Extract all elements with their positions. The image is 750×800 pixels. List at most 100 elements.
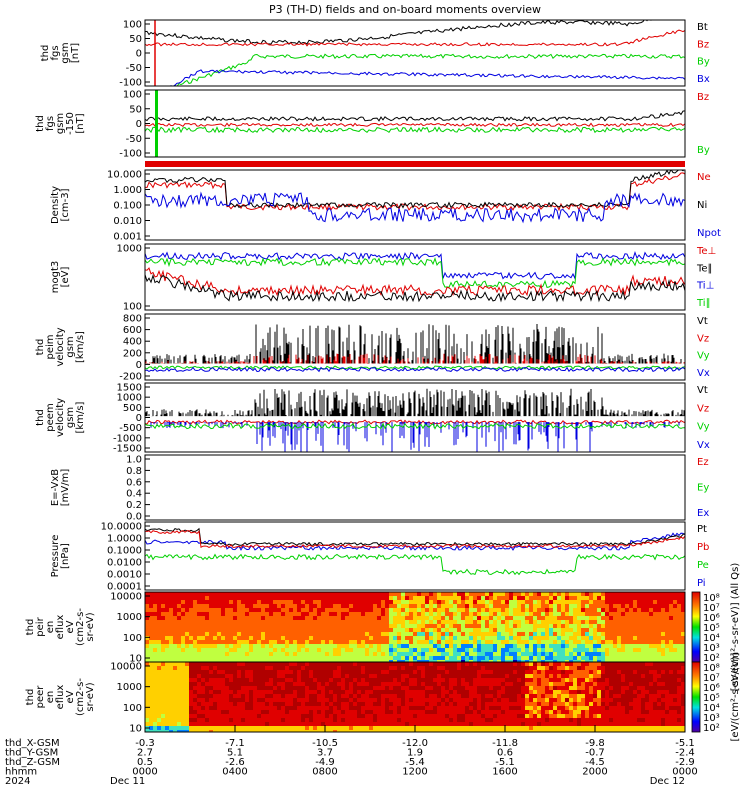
spectrogram-cell	[197, 600, 201, 604]
spectrogram-cell	[173, 604, 177, 608]
spectrogram-cell	[653, 698, 657, 702]
spectrogram-cell	[589, 600, 593, 604]
spectrogram-cell	[609, 644, 613, 648]
spectrogram-cell	[533, 624, 537, 628]
y-tick-label: -100	[119, 78, 142, 89]
spectrogram-cell	[445, 592, 449, 596]
spectrogram-cell	[237, 600, 241, 604]
spectrogram-cell	[465, 652, 469, 656]
spectrogram-cell	[437, 632, 441, 636]
spectrogram-cell	[537, 726, 541, 730]
spectrogram-cell	[381, 592, 385, 596]
spectrogram-cell	[417, 678, 421, 682]
spectrogram-cell	[589, 674, 593, 678]
spectrogram-cell	[241, 656, 245, 660]
spectrogram-cell	[609, 640, 613, 644]
spectrogram-cell	[529, 702, 533, 706]
spectrogram-cell	[565, 596, 569, 600]
spectrogram-cell	[437, 694, 441, 698]
spectrogram-cell	[585, 694, 589, 698]
spectrogram-cell	[513, 592, 517, 596]
spectrogram-cell	[337, 632, 341, 636]
spectrogram-cell	[441, 710, 445, 714]
spectrogram-cell	[433, 710, 437, 714]
ti-par-series-line	[145, 257, 685, 289]
spectrogram-cell	[217, 644, 221, 648]
spectrogram-cell	[165, 710, 169, 714]
spectrogram-cell	[197, 652, 201, 656]
spectrogram-cell	[353, 616, 357, 620]
spectrogram-cell	[593, 616, 597, 620]
spectrogram-cell	[285, 694, 289, 698]
spectrogram-cell	[337, 644, 341, 648]
spectrogram-cell	[553, 670, 557, 674]
spectrogram-cell	[189, 674, 193, 678]
spectrogram-cell	[445, 714, 449, 718]
spectrogram-cell	[433, 660, 437, 662]
spectrogram-cell	[645, 670, 649, 674]
spectrogram-cell	[329, 694, 333, 698]
spectrogram-cell	[317, 608, 321, 612]
spectrogram-cell	[329, 682, 333, 686]
spectrogram-cell	[261, 612, 265, 616]
spectrogram-cell	[593, 652, 597, 656]
spectrogram-cell	[409, 690, 413, 694]
spectrogram-cell	[529, 596, 533, 600]
spectrogram-cell	[613, 710, 617, 714]
spectrogram-cell	[193, 694, 197, 698]
spectrogram-cell	[461, 604, 465, 608]
spectrogram-cell	[445, 674, 449, 678]
spectrogram-cell	[145, 612, 149, 616]
spectrogram-cell	[501, 690, 505, 694]
spectrogram-cell	[549, 670, 553, 674]
spectrogram-cell	[285, 620, 289, 624]
spectrogram-cell	[381, 648, 385, 652]
spectrogram-cell	[669, 678, 673, 682]
spectrogram-cell	[681, 666, 685, 670]
panel-pressure-plot-area	[145, 527, 685, 576]
spectrogram-cell	[297, 718, 301, 722]
spectrogram-cell	[197, 714, 201, 718]
spectrogram-cell	[229, 604, 233, 608]
spectrogram-cell	[585, 616, 589, 620]
spectrogram-cell	[297, 644, 301, 648]
spectrogram-cell	[317, 640, 321, 644]
spectrogram-cell	[665, 714, 669, 718]
spectrogram-cell	[429, 648, 433, 652]
spectrogram-cell	[177, 698, 181, 702]
spectrogram-cell	[225, 656, 229, 660]
spectrogram-cell	[537, 714, 541, 718]
spectrogram-cell	[377, 670, 381, 674]
spectrogram-cell	[189, 670, 193, 674]
spectrogram-cell	[509, 694, 513, 698]
spectrogram-cell	[213, 656, 217, 660]
spectrogram-cell	[349, 710, 353, 714]
spectrogram-cell	[657, 632, 661, 636]
spectrogram-cell	[401, 726, 405, 730]
spectrogram-cell	[537, 652, 541, 656]
spectrogram-cell	[629, 726, 633, 730]
spectrogram-cell	[261, 682, 265, 686]
spectrogram-cell	[501, 674, 505, 678]
spectrogram-cell	[149, 636, 153, 640]
spectrogram-cell	[385, 678, 389, 682]
spectrogram-cell	[681, 690, 685, 694]
spectrogram-cell	[553, 674, 557, 678]
spectrogram-cell	[497, 628, 501, 632]
spectrogram-cell	[541, 616, 545, 620]
spectrogram-cell	[541, 722, 545, 726]
spectrogram-cell	[233, 674, 237, 678]
spectrogram-cell	[401, 616, 405, 620]
spectrogram-cell	[241, 710, 245, 714]
spectrogram-cell	[405, 636, 409, 640]
spectrogram-cell	[445, 690, 449, 694]
spectrogram-cell	[405, 690, 409, 694]
spectrogram-cell	[669, 608, 673, 612]
spectrogram-cell	[605, 624, 609, 628]
spectrogram-cell	[589, 656, 593, 660]
spectrogram-cell	[357, 592, 361, 596]
spectrogram-cell	[581, 640, 585, 644]
spectrogram-cell	[173, 612, 177, 616]
spectrogram-cell	[213, 682, 217, 686]
spectrogram-cell	[457, 710, 461, 714]
